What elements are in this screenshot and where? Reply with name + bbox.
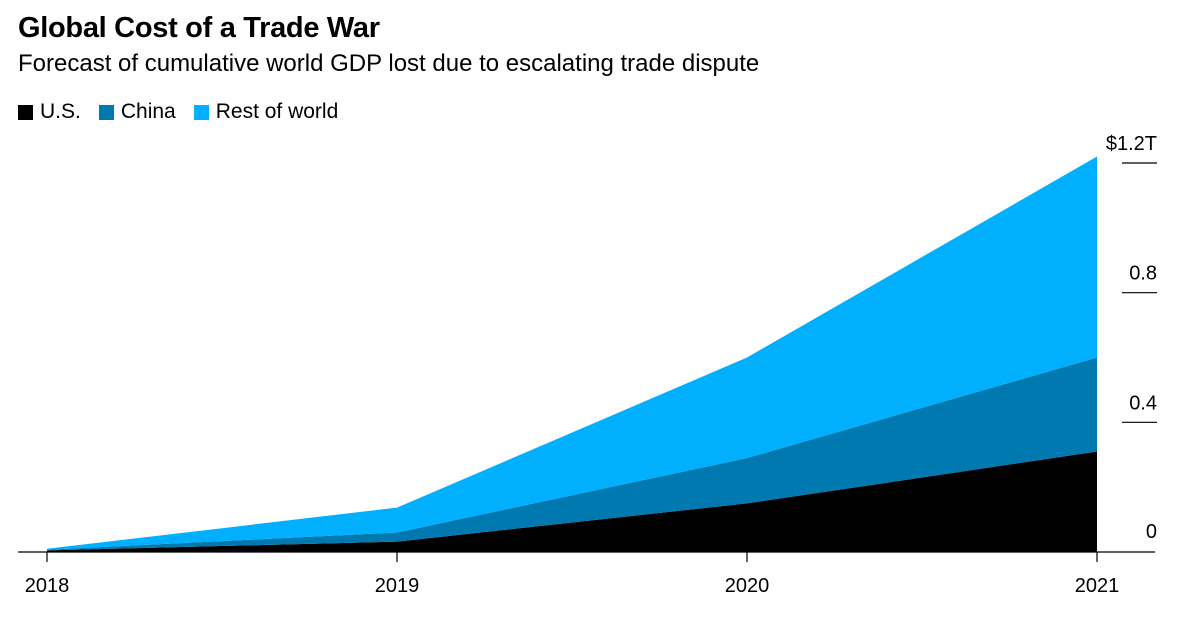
x-tick-label: 2018 — [25, 575, 70, 597]
legend: U.S. China Rest of world — [18, 100, 356, 124]
area-series-rest-of-world — [47, 156, 1097, 550]
area-series-china — [47, 357, 1097, 551]
area-series-u-s — [47, 451, 1097, 552]
legend-item-china: China — [98, 100, 176, 124]
legend-label-china: China — [120, 100, 176, 123]
y-tick-label: $1.2T — [1106, 133, 1157, 155]
x-tick-label: 2019 — [375, 575, 420, 597]
x-tick-label: 2020 — [725, 575, 770, 597]
y-tick-label: 0.4 — [1129, 392, 1157, 414]
legend-swatch-rest-of-world — [193, 104, 209, 120]
chart-title: Global Cost of a Trade War — [18, 12, 380, 44]
legend-item-us: U.S. — [18, 100, 81, 124]
x-tick-label: 2021 — [1075, 575, 1120, 597]
y-tick-label: 0 — [1146, 521, 1157, 543]
legend-item-rest-of-world: Rest of world — [193, 100, 339, 124]
legend-label-us: U.S. — [40, 100, 81, 123]
y-tick-label: 0.8 — [1129, 263, 1157, 285]
legend-swatch-us — [18, 104, 33, 120]
legend-label-rest-of-world: Rest of world — [215, 100, 339, 123]
chart-subtitle: Forecast of cumulative world GDP lost du… — [18, 50, 760, 77]
legend-swatch-china — [98, 104, 114, 120]
